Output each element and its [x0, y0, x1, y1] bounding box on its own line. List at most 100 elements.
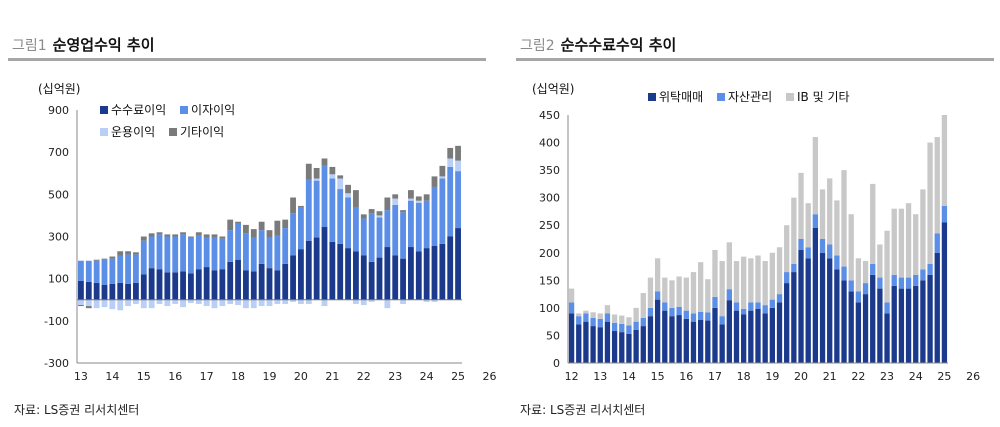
bar-segment	[597, 313, 603, 319]
bar-segment	[891, 274, 897, 286]
bar-segment	[697, 262, 704, 312]
bar-segment	[85, 281, 92, 300]
bar-segment	[329, 241, 336, 300]
bar-segment	[274, 220, 281, 236]
bar-segment	[101, 259, 108, 285]
bar-segment	[282, 219, 289, 229]
bar-segment	[203, 267, 210, 300]
bar-segment	[227, 219, 234, 231]
bar-segment	[604, 305, 611, 314]
bar-segment	[266, 299, 273, 307]
bar-segment	[101, 284, 108, 300]
bar-segment	[93, 259, 100, 261]
right-figure-number: 그림2	[520, 38, 555, 54]
bar-segment	[258, 230, 265, 264]
bar-segment	[913, 214, 919, 275]
bar-segment	[597, 327, 603, 363]
bar-segment	[848, 291, 854, 363]
bar-segment	[941, 222, 948, 363]
bar-segment	[855, 302, 862, 363]
y-tick-label: 0	[553, 357, 560, 370]
bar-segment	[345, 193, 351, 198]
bar-segment	[604, 321, 611, 363]
bar-segment	[78, 299, 84, 306]
right-figure-title: 순수수료수익 추이	[560, 36, 677, 54]
bar-segment	[203, 234, 210, 238]
bar-segment	[133, 252, 139, 255]
left-legend-item: 이자이익	[180, 99, 235, 121]
bar-segment	[576, 313, 582, 317]
bar-segment	[148, 233, 155, 237]
bar-segment	[690, 313, 697, 322]
bar-segment	[619, 332, 625, 363]
bar-segment	[626, 317, 632, 326]
right-legend-item: 위탁매매	[648, 88, 703, 105]
right-legend: 위탁매매 자산관리 IB 및 기타	[648, 88, 860, 105]
bar-segment	[654, 299, 661, 363]
y-tick-label: 700	[48, 146, 69, 159]
x-tick-label: 20	[294, 370, 308, 383]
x-tick-label: 16	[679, 370, 693, 383]
bar-segment	[188, 299, 194, 303]
bar-segment	[117, 255, 124, 283]
bar-segment	[353, 251, 359, 300]
bar-segment	[583, 321, 589, 363]
left-figure-number: 그림1	[12, 38, 47, 54]
bar-segment	[219, 269, 226, 300]
bar-segment	[870, 274, 876, 363]
bar-segment	[597, 318, 603, 328]
bar-segment	[905, 203, 912, 278]
bar-segment	[180, 234, 186, 272]
bar-segment	[819, 189, 826, 239]
bar-segment	[415, 251, 422, 300]
bar-segment	[329, 166, 336, 175]
bar-segment	[690, 272, 697, 314]
bar-segment	[392, 194, 399, 199]
bar-segment	[726, 289, 732, 301]
bar-segment	[282, 263, 289, 300]
bar-segment	[360, 214, 367, 219]
bar-segment	[741, 314, 747, 363]
bar-segment	[101, 299, 108, 308]
bar-segment	[848, 214, 854, 281]
bar-segment	[195, 232, 202, 236]
x-tick-label: 17	[708, 370, 722, 383]
bar-segment	[633, 307, 639, 322]
bar-segment	[368, 299, 375, 302]
bar-segment	[298, 249, 304, 300]
bar-segment	[762, 305, 768, 314]
x-tick-label: 23	[388, 370, 402, 383]
bar-segment	[934, 252, 940, 363]
bar-segment	[654, 291, 661, 300]
bar-segment	[626, 333, 632, 363]
bar-segment	[219, 238, 226, 270]
bar-segment	[156, 269, 163, 300]
bar-segment	[164, 236, 171, 273]
bar-segment	[941, 205, 948, 223]
left-legend-item: 운용이익	[100, 121, 155, 143]
bar-segment	[862, 283, 869, 295]
bar-segment	[109, 258, 116, 284]
x-tick-label: 25	[451, 370, 465, 383]
left-legend-item: 기타이익	[169, 121, 224, 143]
bar-segment	[164, 272, 171, 300]
bar-segment	[640, 293, 646, 318]
bar-segment	[85, 260, 92, 282]
bar-segment	[172, 236, 179, 273]
left-unit-label: (십억원)	[38, 82, 81, 96]
bar-segment	[769, 307, 775, 363]
bar-segment	[884, 230, 890, 303]
bar-segment	[392, 204, 399, 256]
x-tick-label: 15	[651, 370, 665, 383]
x-tick-label: 19	[765, 370, 779, 383]
bar-segment	[93, 260, 100, 283]
bar-segment	[85, 299, 92, 307]
bar-segment	[329, 178, 336, 242]
bar-segment	[164, 299, 171, 307]
bar-segment	[841, 280, 847, 363]
bar-segment	[877, 288, 883, 363]
legend-swatch-icon	[717, 93, 725, 101]
left-legend-label: 수수료이익	[111, 103, 167, 117]
y-tick-label: -100	[44, 315, 69, 328]
x-tick-label: 23	[880, 370, 894, 383]
